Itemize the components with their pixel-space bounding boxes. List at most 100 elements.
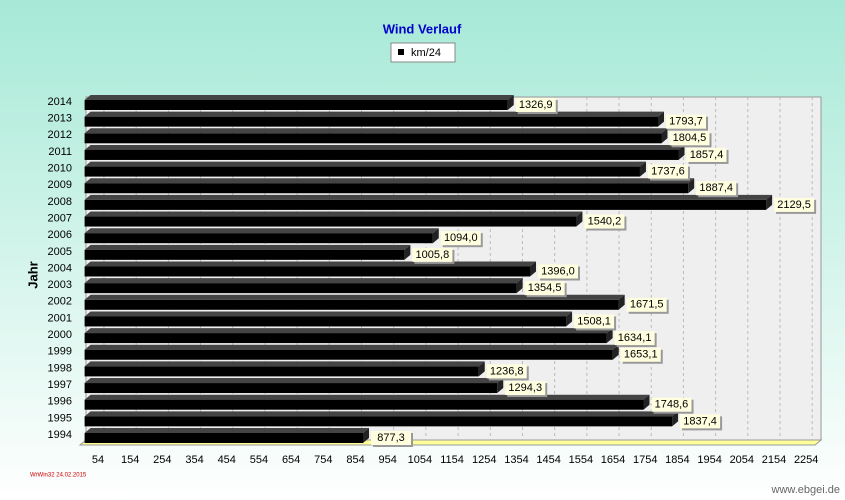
bar-top [84, 328, 613, 334]
x-tick-label: 354 [185, 454, 203, 466]
value-label: 1540,2 [588, 215, 622, 227]
label-box [412, 247, 453, 262]
value-label: 1837,4 [683, 415, 717, 427]
value-label: 1326,9 [519, 99, 553, 111]
bar-top [84, 111, 665, 117]
label-box [696, 181, 737, 196]
value-label: 1396,0 [541, 265, 575, 277]
x-tick-label: 1454 [536, 454, 560, 466]
y-tick-label: 2000 [48, 329, 72, 341]
y-tick-label: 2012 [48, 129, 72, 141]
bar [84, 283, 517, 294]
value-label: 1887,4 [699, 182, 733, 194]
label-box [505, 381, 546, 396]
value-label: 1354,5 [528, 282, 562, 294]
bar [84, 383, 498, 394]
bar-top [84, 194, 773, 200]
value-label: 1804,5 [673, 132, 707, 144]
y-tick-label: 1994 [48, 429, 72, 441]
bar-side [678, 144, 685, 160]
x-tick-label: 1954 [697, 454, 721, 466]
x-tick-label: 1054 [408, 454, 432, 466]
bar-top [84, 128, 668, 134]
x-tick-label: 1854 [665, 454, 689, 466]
label-box [620, 347, 661, 362]
bar-side [497, 378, 504, 394]
label-box [626, 297, 667, 312]
y-tick-label: 2008 [48, 196, 72, 208]
value-label: 1857,4 [690, 149, 724, 161]
value-label: 1634,1 [618, 332, 652, 344]
legend-swatch [398, 49, 404, 55]
bar [84, 366, 479, 377]
label-box [524, 281, 565, 296]
label-box [614, 331, 655, 346]
x-tick-label: 1254 [472, 454, 496, 466]
bar-side [606, 328, 613, 344]
label-box [440, 231, 481, 246]
bar-side [507, 95, 514, 110]
bar [84, 183, 689, 194]
bar-side [432, 228, 439, 244]
bar [84, 166, 640, 177]
y-tick-label: 1997 [48, 379, 72, 391]
bar-top [84, 411, 679, 417]
bar-side [658, 111, 665, 127]
bar-side [478, 361, 485, 377]
bar-top [84, 144, 685, 150]
x-tick-label: 2154 [762, 454, 786, 466]
bar [84, 133, 662, 144]
y-tick-label: 2011 [48, 146, 72, 158]
bar-side [516, 278, 523, 294]
bar-top [84, 228, 439, 234]
value-label: 1094,0 [444, 232, 478, 244]
bar-top [84, 394, 650, 400]
y-tick-label: 2010 [48, 163, 72, 175]
y-tick-label: 2002 [48, 296, 72, 308]
value-label: 1005,8 [416, 249, 450, 261]
x-tick-label: 854 [346, 454, 364, 466]
bar [84, 216, 577, 227]
x-tick-label: 54 [92, 454, 104, 466]
bar-side [404, 244, 411, 260]
label-box [680, 414, 721, 429]
legend-label: km/24 [411, 47, 441, 59]
bar [84, 100, 508, 110]
bar-top [84, 378, 504, 384]
label-box [584, 214, 625, 229]
bar-side [612, 344, 619, 360]
x-tick-label: 454 [218, 454, 236, 466]
footer-left: WrWin32 24.02.2015 [30, 473, 87, 479]
value-label: 1236,8 [490, 365, 524, 377]
x-tick-label: 1354 [504, 454, 528, 466]
bar-side [672, 411, 679, 427]
y-tick-label: 2007 [48, 212, 72, 224]
x-tick-label: 654 [282, 454, 300, 466]
bar-side [688, 178, 695, 194]
label-box [774, 197, 815, 212]
bar [84, 249, 405, 260]
y-tick-label: 2006 [48, 229, 72, 241]
value-label: 877,3 [377, 432, 405, 444]
bar-side [643, 394, 650, 410]
bar-top [84, 244, 411, 250]
bar [84, 316, 567, 327]
bar [84, 266, 530, 277]
x-tick-label: 1154 [440, 454, 464, 466]
y-tick-label: 2005 [48, 246, 72, 258]
label-box [537, 264, 578, 279]
value-label: 2129,5 [777, 199, 811, 211]
bar-top [84, 95, 514, 100]
value-label: 1294,3 [508, 382, 542, 394]
label-box [666, 114, 707, 129]
y-tick-label: 2009 [48, 179, 72, 191]
bar-top [84, 294, 625, 300]
bar [84, 333, 607, 344]
x-tick-label: 554 [250, 454, 268, 466]
x-tick-label: 2254 [794, 454, 818, 466]
bar-side [766, 194, 773, 210]
y-tick-label: 1999 [48, 346, 72, 358]
bar-top [84, 428, 370, 433]
label-box [515, 98, 556, 112]
